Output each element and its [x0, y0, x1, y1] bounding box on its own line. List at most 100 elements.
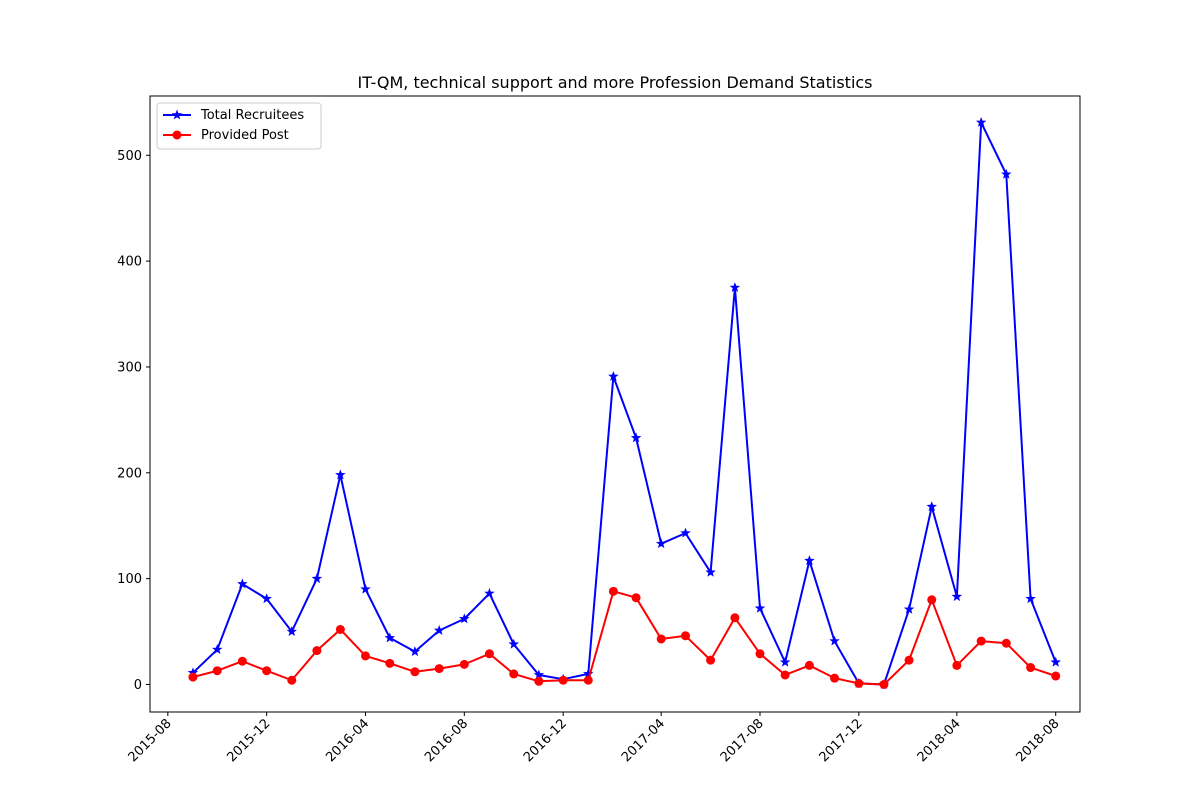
x-tick-label: 2016-12: [521, 716, 570, 765]
legend-marker-provided-post: [172, 130, 182, 140]
y-tick-label: 100: [117, 572, 142, 587]
data-point: [1050, 656, 1061, 667]
data-point: [335, 469, 346, 480]
data-point: [655, 538, 667, 549]
data-point: [1001, 638, 1011, 648]
plot-area-frame: [149, 95, 1081, 713]
data-point: [237, 578, 248, 589]
data-point: [630, 432, 642, 443]
data-point: [262, 666, 272, 676]
chart-title: IT-QM, technical support and more Profes…: [357, 73, 872, 92]
data-point: [360, 651, 370, 661]
legend-box: [156, 102, 322, 150]
series-line: [192, 590, 1057, 686]
data-point: [237, 656, 247, 666]
data-point: [854, 678, 864, 688]
data-point: [459, 659, 469, 669]
y-tick-label: 300: [117, 360, 142, 375]
data-point: [484, 587, 495, 598]
y-axis: 0 100 200 300 400 500: [117, 149, 150, 693]
data-point: [656, 634, 666, 644]
legend-marker-shape: [171, 109, 183, 120]
data-point: [804, 555, 815, 566]
data-point: [287, 675, 297, 685]
data-point: [534, 676, 544, 686]
data-point: [335, 624, 345, 634]
series-1: [188, 586, 1061, 689]
data-point: [508, 638, 519, 649]
x-tick-label: 2015-12: [224, 716, 273, 765]
data-point: [754, 602, 766, 613]
data-point: [952, 660, 962, 670]
data-point: [631, 593, 641, 603]
data-point: [927, 595, 937, 605]
data-point: [608, 370, 619, 381]
data-point: [484, 649, 494, 659]
data-point: [583, 668, 594, 679]
data-point: [187, 667, 199, 678]
data-point: [951, 591, 963, 602]
data-point: [212, 666, 222, 676]
data-point: [829, 635, 840, 646]
data-point: [879, 679, 889, 689]
data-point: [384, 632, 396, 643]
y-tick-label: 0: [134, 678, 142, 693]
x-tick-label: 2016-08: [422, 716, 471, 765]
data-point: [904, 655, 914, 665]
legend-marker-shape: [172, 130, 182, 140]
data-point: [434, 664, 444, 674]
legend: Total Recruitees Provided Post: [156, 102, 322, 150]
data-point: [706, 655, 716, 665]
data-point: [680, 631, 690, 641]
data-point: [680, 527, 691, 538]
data-point: [608, 586, 618, 596]
data-point: [1051, 671, 1061, 681]
data-point: [1001, 168, 1012, 179]
data-point: [286, 626, 297, 637]
data-point: [261, 593, 272, 604]
x-tick-label: 2017-08: [718, 716, 767, 765]
data-point: [976, 636, 986, 646]
x-tick-label: 2018-04: [915, 716, 964, 765]
y-tick-label: 400: [117, 255, 142, 270]
data-point: [729, 282, 741, 293]
data-point: [804, 660, 814, 670]
y-tick-label: 500: [117, 149, 142, 164]
data-point: [312, 646, 322, 656]
data-point: [903, 603, 915, 614]
legend-label-provided-post: Provided Post: [201, 128, 289, 143]
data-point: [779, 656, 791, 667]
legend-label-total-recruitees: Total Recruitees: [200, 108, 304, 123]
data-point: [509, 669, 519, 679]
series-line: [192, 121, 1057, 686]
data-point: [975, 116, 987, 127]
x-axis: 2015-08 2015-12 2016-04 2016-08 2016-12 2017-…: [126, 712, 1063, 765]
data-point: [1025, 593, 1036, 604]
data-point: [533, 669, 545, 680]
data-point: [212, 644, 223, 654]
y-tick-label: 200: [117, 466, 142, 481]
legend-marker-total-recruitees: [171, 109, 183, 120]
data-point: [433, 625, 445, 635]
x-tick-label: 2015-08: [126, 716, 175, 765]
data-point: [755, 649, 765, 659]
data-point: [780, 670, 790, 680]
data-point: [360, 583, 371, 594]
x-tick-label: 2017-12: [817, 716, 866, 765]
data-point: [188, 672, 198, 682]
data-point: [410, 667, 420, 677]
data-point: [311, 573, 323, 584]
data-point: [705, 566, 716, 577]
x-tick-label: 2018-08: [1014, 716, 1063, 765]
x-tick-label: 2017-04: [619, 716, 668, 765]
data-point: [1026, 663, 1036, 673]
data-point: [926, 501, 937, 512]
data-point: [459, 613, 470, 624]
data-point: [583, 675, 593, 685]
data-point: [409, 646, 421, 657]
data-point: [730, 613, 740, 623]
x-tick-label: 2016-04: [323, 716, 372, 765]
data-point: [385, 658, 395, 668]
series-layer: [187, 116, 1061, 689]
